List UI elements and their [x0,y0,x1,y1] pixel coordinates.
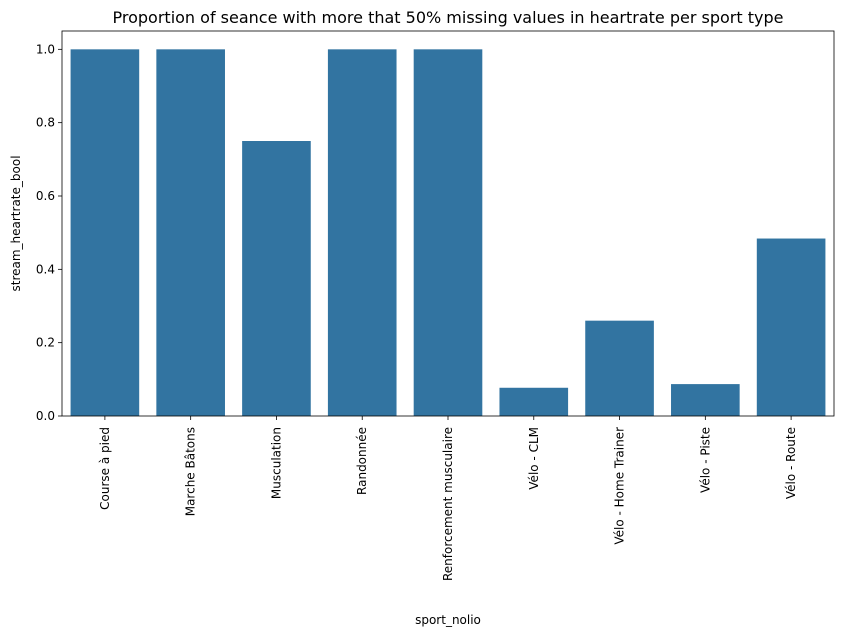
bar [70,49,140,416]
bar [413,49,483,416]
x-tick-label: Musculation [269,427,283,499]
bar [242,141,311,416]
y-tick-label: 0.0 [36,409,55,423]
bars-layer [70,49,826,416]
y-tick-label: 0.8 [36,116,55,130]
bar [756,238,826,416]
bar [156,49,225,416]
x-tick-label: Randonnée [355,427,369,495]
bar [327,49,397,416]
bar [671,384,740,416]
bar [585,320,654,416]
y-tick-label: 0.4 [36,262,55,276]
x-tick-label: Vélo - CLM [527,427,541,490]
chart-title: Proportion of seance with more that 50% … [113,8,784,27]
bar [499,387,569,416]
y-tick-label: 0.6 [36,189,55,203]
x-tick-label: Marche Bâtons [184,427,198,516]
x-tick-label: Renforcement musculaire [441,427,455,581]
y-axis: 0.0 0.2 0.4 0.6 0.8 1.0 [36,42,62,423]
y-tick-label: 1.0 [36,42,55,56]
x-axis: Course à pied Marche Bâtons Musculation Ran… [98,416,798,581]
x-tick-label: Vélo - Piste [698,427,712,493]
plot-frame [61,30,835,417]
y-axis-label: stream_heartrate_bool [9,155,23,291]
x-tick-label: Course à pied [98,427,112,510]
x-tick-label: Vélo - Home Trainer [613,427,627,545]
x-tick-label: Vélo - Route [784,427,798,499]
y-tick-label: 0.2 [36,336,55,350]
x-axis-label: sport_nolio [415,613,481,627]
